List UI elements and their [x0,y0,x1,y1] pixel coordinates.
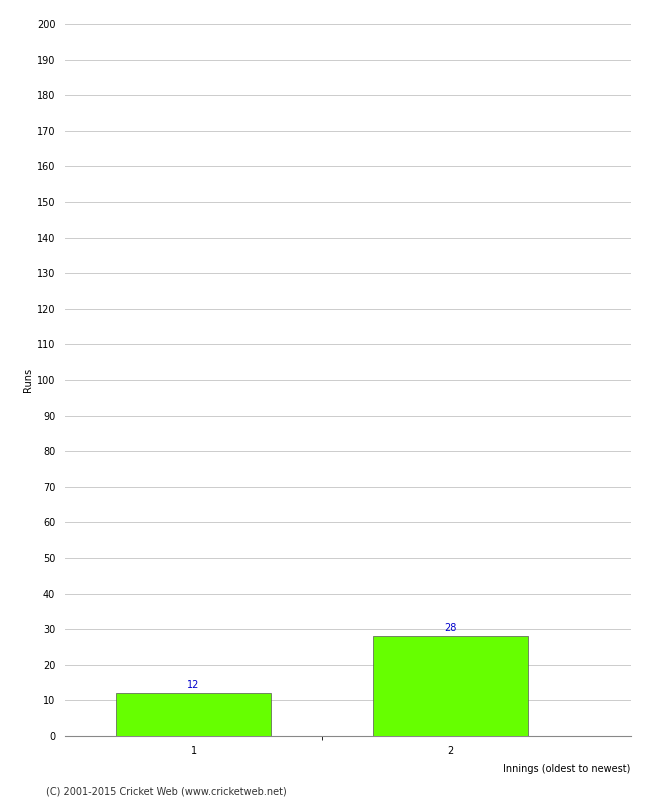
Text: 12: 12 [187,680,200,690]
Bar [116,694,270,736]
Text: 28: 28 [445,622,457,633]
Text: (C) 2001-2015 Cricket Web (www.cricketweb.net): (C) 2001-2015 Cricket Web (www.cricketwe… [46,786,286,796]
Text: Innings (oldest to newest): Innings (oldest to newest) [503,765,630,774]
Bar [374,636,528,736]
Y-axis label: Runs: Runs [23,368,32,392]
